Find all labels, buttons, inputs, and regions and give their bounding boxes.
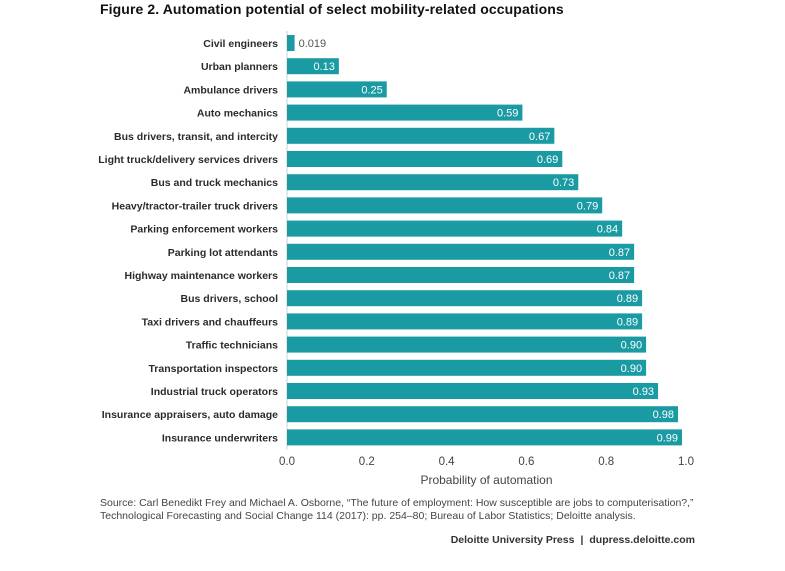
bar: [287, 267, 635, 283]
x-tick-label: 0.6: [518, 456, 534, 468]
value-label: 0.89: [617, 316, 638, 328]
bar: [287, 429, 683, 446]
footer-credit: Deloitte University Press | dupress.deloit…: [445, 534, 695, 546]
category-label: Civil engineers: [203, 38, 278, 50]
bar: [287, 243, 635, 260]
x-tick-labels-group: 0.0 0.2 0.4 0.6 0.8 1.0: [279, 456, 694, 468]
bar: [287, 197, 603, 214]
x-tick-label: 0.8: [598, 456, 614, 468]
value-label: 0.93: [633, 386, 654, 398]
bar: [287, 151, 563, 167]
value-label: 0.019: [299, 38, 327, 50]
value-label: 0.87: [609, 270, 630, 282]
value-label: 0.90: [621, 363, 642, 375]
bar: [287, 35, 295, 51]
publisher-url[interactable]: dupress.deloitte.com: [589, 534, 695, 546]
value-label: 0.99: [657, 432, 678, 444]
category-label: Insurance appraisers, auto damage: [102, 409, 278, 421]
category-label: Parking enforcement workers: [130, 224, 278, 236]
bar: [287, 81, 387, 98]
value-label: 0.25: [361, 84, 382, 96]
bar: [287, 58, 339, 75]
x-tick-label: 0.0: [279, 456, 295, 468]
category-label: Traffic technicians: [186, 340, 278, 352]
category-label: Light truck/delivery services drivers: [98, 154, 278, 166]
category-label: Heavy/tractor-trailer truck drivers: [112, 200, 278, 212]
value-labels-group: 0.019 0.13 0.25 0.59 0.67 0.69 0.730.79 0.84 0.8…: [299, 38, 678, 444]
publisher-name: Deloitte University Press: [450, 534, 575, 546]
bar: [287, 383, 659, 399]
bar-chart: Civil engineers Urban planners Ambulance d…: [98, 31, 694, 487]
bar: [287, 220, 623, 237]
value-label: 0.84: [597, 224, 618, 236]
category-label: Bus drivers, school: [181, 293, 279, 305]
value-label: 0.13: [313, 61, 334, 73]
x-tick-label: 0.4: [439, 456, 456, 468]
x-axis-title: Probability of automation: [420, 473, 552, 487]
value-label: 0.73: [553, 177, 574, 189]
bar: [287, 174, 579, 191]
category-label: Parking lot attendants: [168, 247, 278, 259]
x-tick-label: 0.2: [359, 456, 375, 468]
bar: [287, 127, 555, 144]
x-tick-label: 1.0: [678, 456, 694, 468]
category-label: Urban planners: [201, 61, 278, 73]
value-label: 0.89: [617, 293, 638, 305]
bar: [287, 290, 643, 307]
bar: [287, 336, 647, 353]
value-label: 0.90: [621, 340, 642, 352]
bar: [287, 359, 647, 376]
value-label: 0.79: [577, 200, 598, 212]
value-label: 0.67: [529, 131, 550, 143]
chart-title: Figure 2. Automation potential of select…: [100, 1, 564, 17]
category-label: Taxi drivers and chauffeurs: [142, 316, 279, 328]
category-label: Ambulance drivers: [183, 84, 278, 96]
value-label: 0.87: [609, 247, 630, 259]
value-label: 0.69: [537, 154, 558, 166]
category-label: Auto mechanics: [197, 108, 278, 120]
bars-group: [286, 31, 683, 450]
bar: [287, 104, 523, 121]
bar: [287, 313, 643, 330]
value-label: 0.98: [653, 409, 674, 421]
category-label: Bus and truck mechanics: [151, 177, 278, 189]
category-label: Highway maintenance workers: [125, 270, 279, 282]
value-label: 0.59: [497, 108, 518, 120]
category-label: Industrial truck operators: [151, 386, 278, 398]
bar: [287, 406, 679, 423]
footer-separator: |: [580, 534, 584, 546]
source-note: Source: Carl Benedikt Frey and Michael A…: [100, 497, 694, 522]
category-label: Insurance underwriters: [162, 432, 278, 444]
category-labels-group: Civil engineers Urban planners Ambulance d…: [98, 38, 278, 444]
category-label: Bus drivers, transit, and intercity: [114, 131, 278, 143]
category-label: Transportation inspectors: [148, 363, 278, 375]
